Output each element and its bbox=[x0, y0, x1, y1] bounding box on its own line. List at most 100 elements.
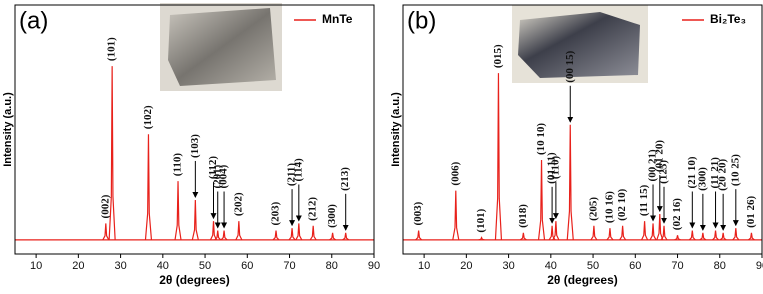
x-tick-label: 50 bbox=[587, 260, 599, 272]
peak-label: (20 20) bbox=[717, 158, 729, 190]
x-axis-label: 2θ (degrees) bbox=[547, 273, 618, 287]
x-axis-label: 2θ (degrees) bbox=[159, 273, 230, 287]
peak bbox=[174, 181, 182, 240]
peak-label: (02 16) bbox=[671, 198, 683, 230]
peak bbox=[329, 232, 336, 241]
peak bbox=[606, 228, 614, 241]
peak bbox=[748, 232, 755, 241]
x-tick-label: 90 bbox=[756, 260, 763, 272]
peak bbox=[619, 225, 627, 241]
sample-photo bbox=[518, 12, 640, 78]
peak bbox=[732, 228, 740, 241]
peak bbox=[552, 221, 560, 241]
x-tick-label: 10 bbox=[418, 260, 430, 272]
x-tick-label: 30 bbox=[114, 260, 126, 272]
legend-label: Bi₂Te₃ bbox=[710, 12, 746, 26]
peak-label: (112) bbox=[207, 156, 219, 180]
peak bbox=[108, 66, 116, 240]
peak bbox=[452, 190, 460, 241]
peak bbox=[214, 230, 222, 241]
peak bbox=[309, 225, 317, 241]
peak bbox=[656, 214, 664, 241]
peak bbox=[699, 232, 707, 241]
x-tick-label: 40 bbox=[545, 260, 557, 272]
peak-label: (002) bbox=[99, 194, 111, 218]
peak-label: (205) bbox=[587, 197, 599, 221]
peak-label: (018) bbox=[517, 204, 529, 228]
x-tick-label: 60 bbox=[241, 260, 253, 272]
x-tick-label: 80 bbox=[326, 260, 338, 272]
peak-label: (300) bbox=[696, 167, 708, 191]
peak-label: (101) bbox=[475, 208, 487, 232]
peak-label: (003) bbox=[412, 201, 424, 225]
peak bbox=[295, 223, 303, 241]
peak bbox=[566, 124, 574, 240]
peak-label: (125) bbox=[658, 160, 670, 184]
x-tick-label: 10 bbox=[30, 260, 42, 272]
plot-frame bbox=[14, 4, 375, 255]
x-tick-label: 90 bbox=[368, 260, 380, 272]
peak bbox=[272, 230, 280, 241]
peak-label: (110) bbox=[549, 156, 561, 180]
peak-label: (213) bbox=[339, 167, 351, 191]
peak-label: (110) bbox=[172, 153, 184, 177]
peak-label: (015) bbox=[492, 44, 504, 68]
peak bbox=[674, 235, 681, 241]
peak-label: (203) bbox=[270, 201, 282, 225]
peak-label: (201) bbox=[211, 164, 223, 188]
peak bbox=[102, 223, 110, 241]
legend-label: MnTe bbox=[322, 12, 353, 26]
peak-label: (006) bbox=[449, 161, 461, 185]
peak bbox=[590, 225, 598, 241]
peak bbox=[220, 230, 228, 241]
peak bbox=[519, 232, 527, 241]
peak-label: (211) bbox=[286, 163, 298, 187]
peak-label: (11 15) bbox=[638, 184, 650, 216]
peak bbox=[719, 232, 727, 241]
peak bbox=[144, 134, 153, 240]
y-axis-label: Intensity (a.u.) bbox=[2, 92, 14, 167]
peak bbox=[478, 236, 485, 241]
peak-label: (02 10) bbox=[616, 188, 628, 220]
peak-label: (01 20) bbox=[653, 140, 665, 172]
panel-label: (a) bbox=[19, 7, 48, 34]
peak-label: (004) bbox=[218, 164, 230, 188]
peak bbox=[342, 232, 350, 241]
peak bbox=[537, 160, 546, 240]
peak bbox=[712, 230, 719, 241]
peak-label: (10 25) bbox=[729, 154, 741, 186]
x-tick-label: 20 bbox=[72, 260, 84, 272]
peak bbox=[688, 230, 696, 241]
peak-label: (01 26) bbox=[745, 195, 757, 227]
peak bbox=[649, 223, 657, 241]
peak bbox=[191, 199, 199, 241]
peak-label: (103) bbox=[189, 134, 201, 158]
x-tick-label: 20 bbox=[460, 260, 472, 272]
peak bbox=[235, 221, 243, 241]
peak bbox=[641, 221, 649, 241]
peak-label: (300) bbox=[326, 204, 338, 228]
peak-label: (10 16) bbox=[603, 191, 615, 223]
peak bbox=[660, 225, 668, 241]
peak-label: (202) bbox=[232, 192, 244, 216]
peak-label: (00 21) bbox=[647, 149, 659, 181]
x-tick-label: 50 bbox=[199, 260, 211, 272]
plot-frame bbox=[402, 4, 763, 255]
sample-photo bbox=[168, 8, 276, 86]
peak-label: (11 21) bbox=[709, 157, 721, 189]
peak-label: (01 11) bbox=[546, 152, 558, 184]
y-axis-label: Intensity (a.u.) bbox=[390, 92, 402, 167]
panel-label: (b) bbox=[407, 7, 436, 34]
x-tick-label: 80 bbox=[714, 260, 726, 272]
x-tick-label: 70 bbox=[671, 260, 683, 272]
peak-label: (10 10) bbox=[535, 123, 547, 155]
peak-label: (212) bbox=[307, 197, 319, 221]
peak-label: (101) bbox=[106, 37, 118, 61]
peak bbox=[288, 228, 296, 241]
peak-label: (21 10) bbox=[686, 156, 698, 188]
peak bbox=[494, 73, 503, 240]
peak-label: (00 15) bbox=[564, 50, 576, 82]
x-tick-label: 40 bbox=[157, 260, 169, 272]
peak bbox=[209, 221, 218, 241]
